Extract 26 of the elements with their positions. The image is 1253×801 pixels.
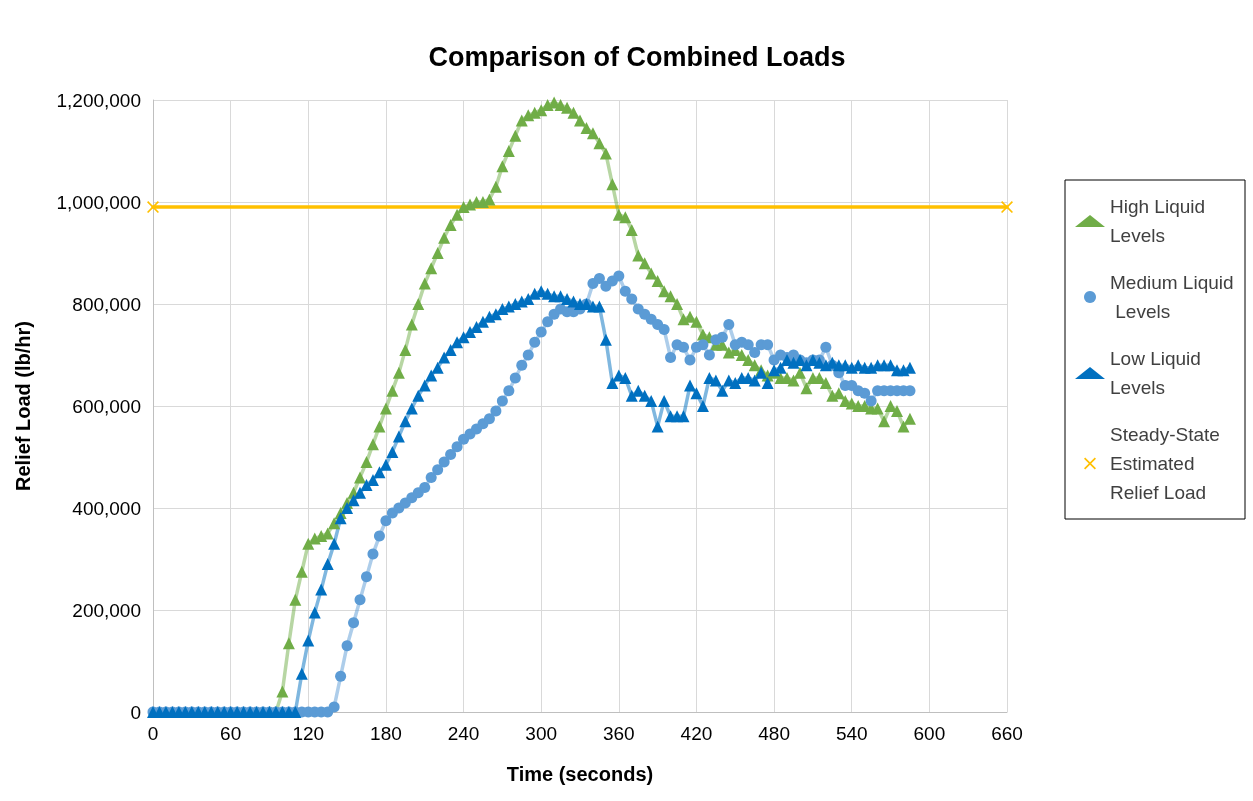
y-tick-label: 800,000: [72, 293, 141, 315]
x-axis-title: Time (seconds): [506, 763, 654, 785]
legend-label: Low Liquid Levels: [1110, 348, 1207, 398]
x-tick-label: 0: [147, 723, 159, 744]
x-tick-label: 480: [758, 723, 790, 744]
y-tick-label: 400,000: [72, 497, 141, 519]
x-tick-label: 420: [680, 723, 713, 744]
chart-title: Comparison of Combined Loads: [428, 41, 846, 72]
legend-label: Medium Liquid Levels: [1110, 272, 1234, 322]
legend-label: High Liquid Levels: [1110, 196, 1211, 246]
legend-label: Steady-State Estimated Relief Load: [1110, 424, 1226, 503]
x-tick-label: 300: [525, 723, 558, 744]
x-tick-label: 660: [991, 723, 1023, 744]
x-tick-label: 60: [220, 723, 242, 744]
y-axis-title: Relief Load (lb/hr): [12, 321, 34, 491]
y-tick-label: 0: [130, 701, 141, 723]
y-tick-label: 1,200,000: [56, 89, 141, 111]
x-tick-label: 240: [447, 723, 480, 744]
x-tick-label: 540: [835, 723, 868, 744]
y-tick-label: 600,000: [72, 395, 141, 417]
y-tick-label: 200,000: [72, 599, 141, 621]
x-tick-label: 120: [292, 723, 325, 744]
x-tick-label: 600: [913, 723, 946, 744]
y-tick-label: 1,000,000: [56, 191, 141, 213]
x-tick-label: 360: [602, 723, 635, 744]
x-tick-label: 180: [370, 723, 402, 744]
